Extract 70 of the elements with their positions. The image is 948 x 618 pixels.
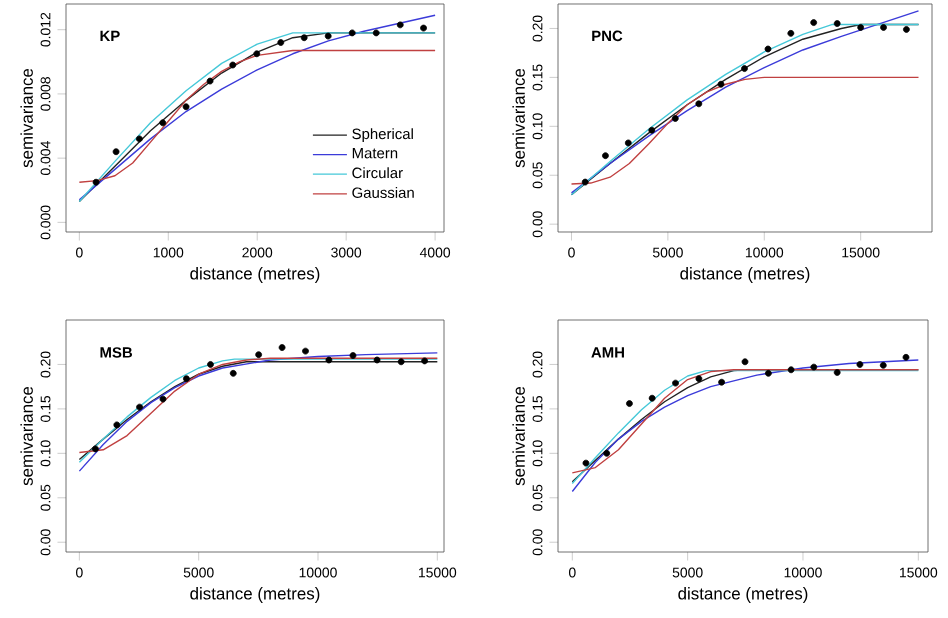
y-axis-title: semivariance <box>512 68 525 168</box>
point <box>718 378 726 386</box>
point <box>302 347 309 355</box>
point <box>717 80 725 88</box>
point <box>879 361 887 369</box>
point <box>396 21 404 29</box>
point <box>672 379 679 387</box>
point <box>159 395 167 403</box>
point <box>764 369 772 377</box>
point <box>182 103 190 111</box>
point <box>159 119 167 127</box>
point <box>135 135 143 143</box>
x-axis-title: distance (metres) <box>678 587 808 603</box>
point <box>903 26 910 33</box>
point <box>695 375 703 383</box>
point <box>648 126 656 134</box>
point <box>695 100 703 108</box>
y-axis-title: semivariance <box>512 386 525 486</box>
point <box>372 29 380 37</box>
point <box>183 375 190 383</box>
point <box>420 24 427 32</box>
point <box>602 152 609 160</box>
x-axis-title: distance (metres) <box>190 587 320 603</box>
point <box>648 394 656 402</box>
point <box>255 351 263 359</box>
x-axis-title: distance (metres) <box>190 267 320 283</box>
point <box>349 352 357 359</box>
point <box>787 366 795 374</box>
point <box>373 356 381 364</box>
point <box>278 344 286 351</box>
point <box>229 369 237 377</box>
line-series <box>78 49 436 183</box>
point <box>206 77 214 85</box>
point <box>325 356 333 364</box>
point <box>856 361 864 368</box>
point <box>421 357 428 365</box>
point <box>741 65 748 72</box>
point <box>113 421 121 429</box>
point <box>603 449 611 457</box>
point <box>810 19 818 26</box>
point <box>92 445 99 453</box>
point <box>300 34 308 42</box>
point <box>764 45 772 53</box>
point <box>671 115 679 122</box>
point <box>787 29 795 37</box>
point <box>207 361 214 368</box>
point <box>582 459 590 467</box>
point <box>624 139 632 147</box>
point <box>348 29 356 37</box>
point <box>253 50 261 58</box>
point <box>229 61 237 69</box>
point <box>397 358 405 366</box>
point <box>833 369 841 376</box>
point <box>112 148 120 156</box>
line-series <box>570 76 920 185</box>
point <box>92 178 100 186</box>
x-axis-title: distance (metres) <box>680 267 810 283</box>
point <box>581 178 589 186</box>
point <box>324 32 332 40</box>
point <box>880 24 887 31</box>
point <box>277 39 285 46</box>
point <box>626 400 633 407</box>
point <box>902 353 910 361</box>
point <box>741 358 749 366</box>
y-axis-title: semivariance <box>20 386 33 486</box>
y-axis-title: semivariance <box>20 68 33 168</box>
point <box>857 24 865 31</box>
point <box>810 363 818 371</box>
point <box>833 20 841 27</box>
point <box>136 403 143 411</box>
